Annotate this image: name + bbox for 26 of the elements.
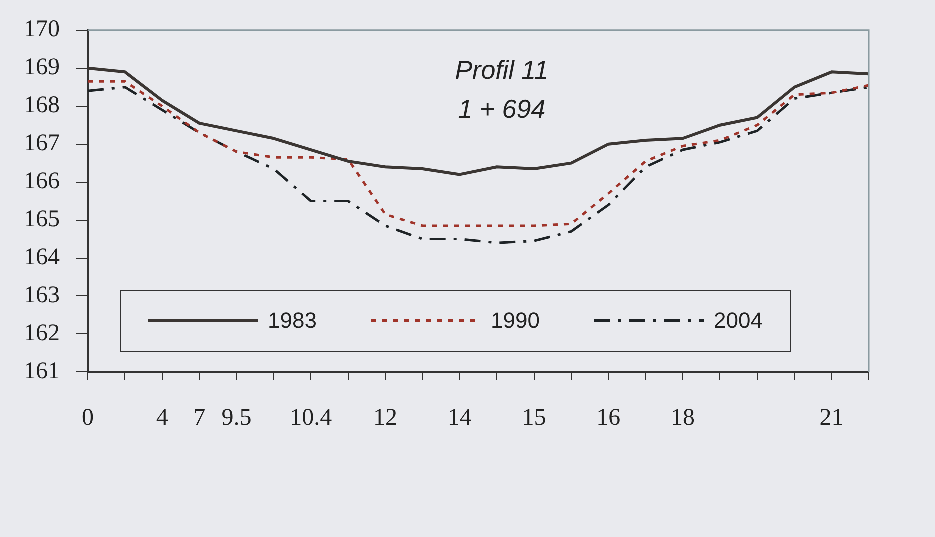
y-tick-label: 165: [24, 206, 60, 233]
y-tick-label: 169: [24, 54, 60, 81]
text: Profil 11: [455, 55, 549, 86]
legend-label: 1983: [268, 308, 317, 334]
x-tick-label: 18: [671, 404, 696, 431]
x-tick-label: 9.5: [222, 404, 252, 431]
text: 1 + 694: [458, 94, 546, 124]
x-tick-label: 7: [194, 404, 206, 431]
y-tick-label: 161: [24, 358, 60, 384]
y-tick-label: 170: [24, 16, 60, 43]
x-tick-label: 15: [522, 404, 546, 431]
x-tick-label: 12: [374, 404, 398, 431]
x-tick-label: 21: [820, 404, 844, 431]
x-tick-label: 4: [156, 404, 168, 431]
x-tick-label: 14: [448, 404, 472, 431]
y-tick-label: 162: [24, 320, 60, 347]
x-tick-label: 10.4: [290, 404, 332, 431]
legend-label: 2004: [714, 308, 763, 334]
y-tick-label: 168: [24, 92, 60, 119]
y-tick-label: 166: [24, 168, 60, 195]
legend-label: 1990: [491, 308, 540, 334]
x-tick-label: 16: [596, 404, 621, 431]
y-tick-label: 164: [24, 244, 60, 271]
y-tick-label: 167: [24, 130, 60, 157]
y-tick-label: 163: [24, 282, 60, 309]
x-tick-label: 0: [82, 404, 94, 431]
